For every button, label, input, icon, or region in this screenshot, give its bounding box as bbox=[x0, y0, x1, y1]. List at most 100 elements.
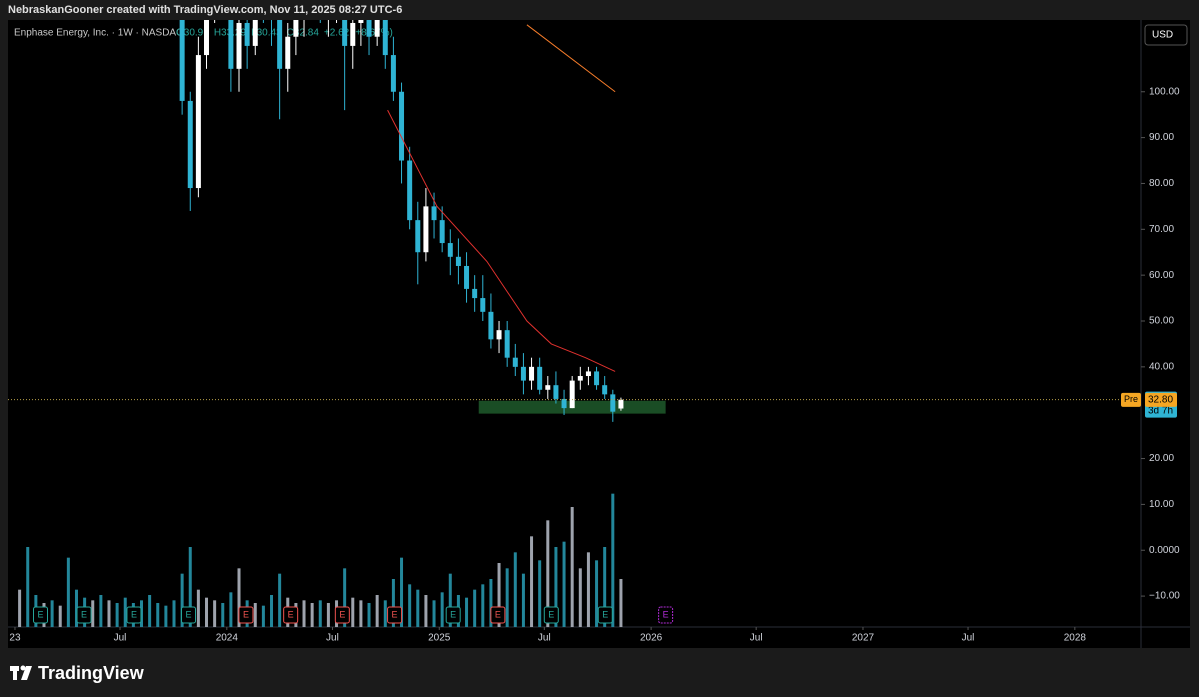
candle-body bbox=[594, 371, 600, 386]
volume-bar bbox=[440, 592, 444, 627]
candle-body bbox=[464, 265, 470, 289]
earnings-label: E bbox=[495, 609, 501, 619]
candle-body bbox=[195, 55, 201, 189]
y-tick-label: −10.00 bbox=[1149, 591, 1180, 602]
x-tick-label: 23 bbox=[9, 633, 21, 644]
candle-body bbox=[374, 20, 380, 37]
earnings-label: E bbox=[288, 609, 294, 619]
volume-bar bbox=[513, 552, 517, 627]
volume-bar bbox=[205, 597, 209, 627]
x-tick-label: 2024 bbox=[216, 633, 239, 644]
chart-area bbox=[8, 20, 1190, 648]
candle-body bbox=[553, 385, 559, 399]
volume-bar bbox=[123, 597, 127, 627]
currency-button[interactable] bbox=[1144, 24, 1188, 46]
candle-body bbox=[602, 385, 608, 395]
volume-bar bbox=[148, 595, 152, 627]
candle-body bbox=[561, 398, 567, 409]
earnings-label: E bbox=[548, 609, 554, 619]
volume-bar bbox=[221, 603, 225, 627]
candle-body bbox=[236, 22, 242, 69]
volume-bar bbox=[74, 589, 78, 627]
candle-body bbox=[496, 330, 502, 340]
candle-body bbox=[529, 366, 535, 381]
volume-bar bbox=[50, 600, 54, 627]
volume-bar bbox=[432, 600, 436, 627]
candle-body bbox=[447, 243, 453, 257]
earnings-label: E bbox=[450, 609, 456, 619]
volume-bar bbox=[66, 557, 70, 627]
candle-body bbox=[204, 20, 210, 56]
volume-bar bbox=[278, 573, 282, 627]
volume-bar bbox=[18, 589, 22, 627]
moving-average bbox=[526, 24, 616, 93]
candle-body bbox=[407, 160, 413, 221]
earnings-marker bbox=[543, 606, 559, 624]
earnings-marker bbox=[33, 606, 49, 624]
volume-bar bbox=[530, 536, 534, 627]
candle-body bbox=[366, 20, 372, 37]
y-tick-label: 50.00 bbox=[1149, 316, 1174, 327]
volume-bar bbox=[611, 493, 615, 627]
candle-body bbox=[504, 330, 510, 358]
candle-body bbox=[358, 20, 364, 23]
y-tick-label: 100.00 bbox=[1149, 86, 1180, 97]
candle-body bbox=[480, 298, 486, 312]
volume-bar bbox=[465, 597, 469, 627]
earnings-label: E bbox=[339, 609, 345, 619]
candle-body bbox=[439, 220, 445, 244]
volume-bar bbox=[261, 605, 265, 627]
volume-bar bbox=[416, 589, 420, 627]
earnings-label: E bbox=[186, 609, 192, 619]
plot bbox=[18, 20, 666, 627]
earnings-marker bbox=[445, 606, 461, 624]
volume-bar bbox=[91, 600, 95, 627]
volume-bar bbox=[107, 600, 111, 627]
earnings-marker bbox=[126, 606, 142, 624]
volume-bar bbox=[562, 541, 566, 627]
candle-body bbox=[285, 36, 291, 69]
x-tick-label: Jul bbox=[114, 633, 127, 644]
earnings-label: E bbox=[81, 609, 87, 619]
countdown: 3d 7h bbox=[1148, 405, 1173, 416]
brand: TradingView bbox=[38, 663, 145, 683]
volume-bar bbox=[391, 579, 395, 627]
x-tick-label: 2028 bbox=[1064, 633, 1087, 644]
candle-body bbox=[350, 22, 356, 46]
candle-body bbox=[455, 256, 461, 266]
volume-bar bbox=[521, 573, 525, 627]
candle-body bbox=[577, 376, 583, 381]
candle-body bbox=[415, 220, 421, 253]
volume-bar bbox=[115, 603, 119, 627]
y-tick-label: 20.00 bbox=[1149, 453, 1174, 464]
volume-bar bbox=[505, 568, 509, 627]
volume-bar bbox=[473, 589, 477, 627]
earnings-label: E bbox=[663, 609, 669, 619]
volume-bar bbox=[156, 603, 160, 627]
currency[interactable]: USD bbox=[1152, 30, 1173, 41]
candle-body bbox=[342, 20, 348, 46]
volume-bar bbox=[448, 573, 452, 627]
x-tick-label: Jul bbox=[538, 633, 551, 644]
volume-bar bbox=[351, 597, 355, 627]
candle-body bbox=[585, 371, 591, 377]
earnings-marker bbox=[658, 606, 674, 624]
pre-label: Pre bbox=[1124, 394, 1138, 404]
candle-body bbox=[244, 22, 250, 46]
y-tick-label: 10.00 bbox=[1149, 499, 1174, 510]
candle-body bbox=[252, 20, 258, 46]
ohlc-value: C32.84 bbox=[287, 28, 320, 39]
volume-bar bbox=[99, 595, 103, 627]
volume-bar bbox=[489, 579, 493, 627]
volume-bar bbox=[383, 600, 387, 627]
x-tick-label: Jul bbox=[326, 633, 339, 644]
earnings-marker bbox=[597, 606, 613, 624]
header: NebraskanGooner created with TradingView… bbox=[8, 4, 402, 16]
volume-bar bbox=[595, 560, 599, 627]
pre-tag bbox=[1121, 392, 1141, 407]
y-tick-label: 60.00 bbox=[1149, 270, 1174, 281]
ohlc-value: O30.91 bbox=[176, 28, 209, 39]
earnings-marker bbox=[283, 606, 299, 624]
